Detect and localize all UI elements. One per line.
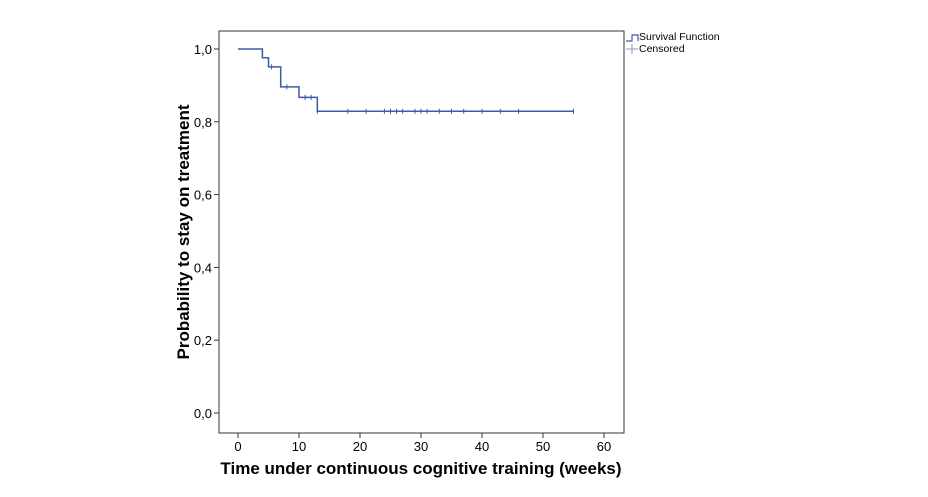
legend-survival-label: Survival Function bbox=[639, 31, 720, 43]
censored-marks bbox=[271, 64, 574, 114]
x-tick-label: 10 bbox=[292, 439, 306, 454]
y-axis-label: Probability to stay on treatment bbox=[174, 104, 193, 359]
x-axis-label: Time under continuous cognitive training… bbox=[220, 459, 621, 478]
legend-censored-swatch bbox=[626, 44, 638, 54]
legend: Survival Function Censored bbox=[626, 31, 720, 55]
x-tick-label: 60 bbox=[597, 439, 611, 454]
survival-function-line bbox=[238, 48, 574, 112]
y-axis: 0,0 0,2 0,4 0,6 0,8 1,0 bbox=[194, 42, 219, 421]
x-axis: 0 10 20 30 40 50 60 bbox=[234, 433, 611, 454]
legend-censored-label: Censored bbox=[639, 43, 685, 55]
y-tick-label: 0,8 bbox=[194, 115, 212, 130]
x-tick-label: 20 bbox=[353, 439, 367, 454]
x-tick-label: 0 bbox=[234, 439, 241, 454]
y-tick-label: 0,0 bbox=[194, 406, 212, 421]
plot-frame bbox=[218, 30, 625, 434]
x-tick-label: 50 bbox=[536, 439, 550, 454]
y-tick-label: 0,2 bbox=[194, 333, 212, 348]
x-tick-label: 30 bbox=[414, 439, 428, 454]
x-tick-label: 40 bbox=[475, 439, 489, 454]
y-tick-label: 1,0 bbox=[194, 42, 212, 57]
y-tick-label: 0,4 bbox=[194, 260, 212, 275]
y-tick-label: 0,6 bbox=[194, 188, 212, 203]
legend-survival-swatch bbox=[626, 34, 639, 42]
